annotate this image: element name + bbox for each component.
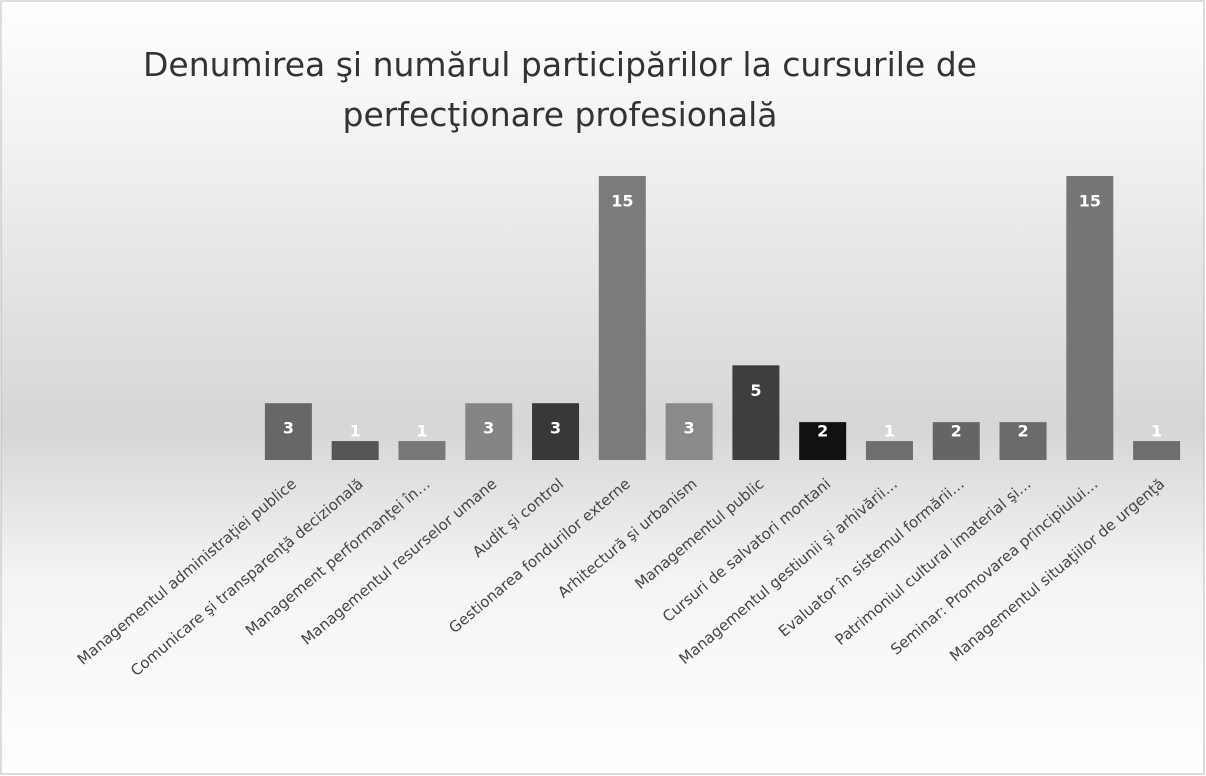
bar: [865, 441, 913, 460]
value-label: 15: [611, 192, 633, 211]
value-label: 1: [416, 422, 427, 441]
value-label: 2: [817, 422, 828, 441]
value-label: 1: [350, 422, 361, 441]
bar: [264, 403, 312, 460]
value-label: 3: [283, 419, 294, 438]
bar: [1133, 441, 1181, 460]
bar: [1066, 176, 1114, 460]
value-label: 3: [684, 419, 695, 438]
value-label: 3: [550, 419, 561, 438]
bar: [598, 176, 646, 460]
chart-title: Denumirea şi numărul participărilor la c…: [143, 45, 977, 134]
value-label: 1: [884, 422, 895, 441]
bar: [465, 403, 513, 460]
bar: [999, 422, 1047, 460]
bar: [732, 365, 780, 460]
value-label: 3: [483, 419, 494, 438]
value-label: 2: [1017, 422, 1028, 441]
value-label: 15: [1079, 192, 1101, 211]
value-label: 2: [951, 422, 962, 441]
bar: [331, 441, 379, 460]
bar: [532, 403, 580, 460]
value-label: 1: [1151, 422, 1162, 441]
bar: [398, 441, 446, 460]
value-label: 5: [750, 381, 761, 400]
bar: [932, 422, 980, 460]
bar: [665, 403, 713, 460]
bar: [799, 422, 847, 460]
